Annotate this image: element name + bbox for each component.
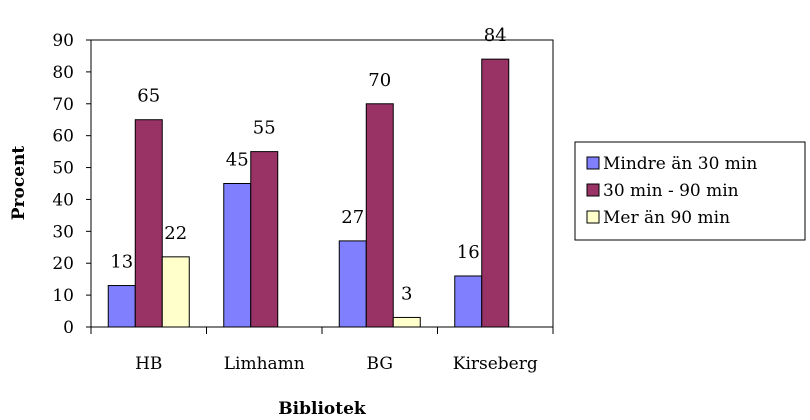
x-axis: HB Limhamn BG Kirseberg [90,327,554,374]
bar-bg-series-3 [392,316,421,328]
data-label: 16 [457,242,480,263]
bar-limhamn-series-2 [250,151,279,328]
data-label: 65 [137,86,160,107]
bar-bg-series-2 [365,103,394,328]
bar-kirseberg-series-1 [454,275,483,328]
y-tick-label: 60 [52,127,74,147]
data-label: 27 [341,207,364,228]
bar-bg-series-1 [338,240,367,328]
data-label: 45 [226,150,249,171]
bars-group [107,58,510,328]
legend-swatch [586,210,600,224]
bar-kirseberg-series-2 [481,58,510,328]
data-label: 22 [164,223,187,244]
y-tick-label: 90 [52,31,74,51]
y-tick-label: 10 [52,286,74,306]
data-label: 70 [368,70,391,91]
legend-swatch [586,156,600,170]
y-tick-label: 30 [52,222,74,242]
y-tick-label: 0 [63,318,74,338]
legend-swatch [586,183,600,197]
data-label: 55 [253,118,276,139]
x-axis-title: Bibliotek [278,399,367,419]
y-tick-label: 50 [52,159,74,179]
data-label: 84 [484,25,507,46]
bar-limhamn-series-1 [223,183,252,328]
y-axis-title: Procent [9,146,29,221]
x-tick-label: Kirseberg [453,354,538,374]
y-tick-label: 20 [52,254,74,274]
y-tick-label: 80 [52,63,74,83]
legend: Mindre än 30 min 30 min - 90 min Mer än 90… [574,141,806,241]
data-label: 13 [110,252,133,273]
legend-box [574,141,806,241]
bar-hb-series-3 [161,256,190,328]
x-tick-label: HB [135,354,162,374]
data-label: 3 [401,283,412,304]
bar-hb-series-1 [107,285,136,328]
legend-entry: 30 min - 90 min [603,181,739,201]
y-axis: 0 10 20 30 40 50 60 70 80 90 [52,31,91,338]
y-tick-label: 70 [52,95,74,115]
y-tick-label: 40 [52,190,74,210]
x-tick-label: Limhamn [224,354,305,374]
bar-hb-series-2 [134,119,163,328]
legend-entry: Mindre än 30 min [603,154,757,174]
legend-entry: Mer än 90 min [603,208,730,228]
x-tick-label: BG [367,354,393,374]
